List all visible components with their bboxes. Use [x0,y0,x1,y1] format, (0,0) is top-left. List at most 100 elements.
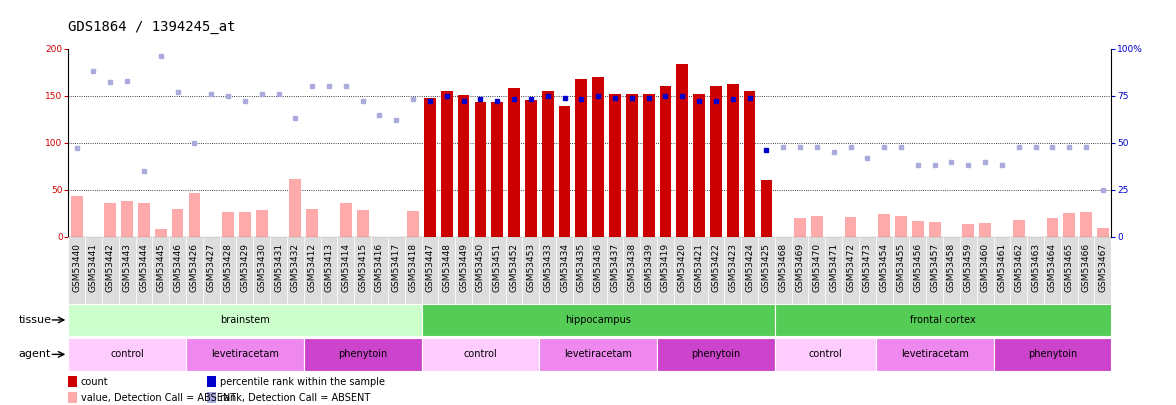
Bar [68,237,85,316]
Text: GSM53440: GSM53440 [72,243,81,292]
Bar [794,218,806,237]
Text: value, Detection Call = ABSENT: value, Detection Call = ABSENT [81,393,236,403]
Text: GSM53412: GSM53412 [308,243,316,292]
Bar [287,237,303,316]
Text: GSM53438: GSM53438 [627,243,636,292]
Text: GSM53426: GSM53426 [189,243,199,292]
Bar [929,222,941,237]
Bar [1047,218,1058,237]
Bar [775,338,876,371]
Bar [508,88,520,237]
Bar [674,237,690,316]
Text: GSM53461: GSM53461 [997,243,1007,292]
Bar [943,237,960,316]
Bar [1061,237,1077,316]
Text: frontal cortex: frontal cortex [910,315,976,325]
Bar [475,102,487,237]
Bar [425,98,436,237]
Bar [607,237,623,316]
Bar [775,304,1111,336]
Bar [844,217,856,237]
Text: GSM53416: GSM53416 [375,243,383,292]
Text: control: control [111,350,143,359]
Text: GSM53465: GSM53465 [1064,243,1074,292]
Bar [105,203,116,237]
Bar [372,237,388,316]
Bar [826,237,842,316]
Bar [791,237,808,316]
Text: GSM53441: GSM53441 [89,243,98,292]
Bar [119,237,135,316]
Bar [559,106,570,237]
Bar [405,237,421,316]
Text: agent: agent [19,350,52,359]
Text: GSM53449: GSM53449 [459,243,468,292]
Bar [858,237,876,316]
Bar [743,91,755,237]
Bar [222,213,234,237]
Bar [1077,237,1095,316]
Bar [68,376,78,387]
Bar [1063,213,1075,237]
Bar [303,338,421,371]
Text: GSM53458: GSM53458 [947,243,956,292]
Text: GSM53467: GSM53467 [1098,243,1108,292]
Bar [421,237,439,316]
Bar [727,84,739,237]
Bar [724,237,741,316]
Text: GSM53469: GSM53469 [796,243,804,292]
Bar [421,338,540,371]
Text: GSM53432: GSM53432 [290,243,300,292]
Text: GSM53456: GSM53456 [914,243,922,292]
Bar [1027,237,1044,316]
Bar [895,216,907,237]
Bar [207,392,216,403]
Bar [575,79,587,237]
Bar [421,304,775,336]
Bar [911,221,923,237]
Bar [455,237,472,316]
Text: GSM53427: GSM53427 [207,243,215,292]
Bar [407,211,419,237]
Bar [1013,220,1024,237]
Bar [186,338,303,371]
Bar [220,237,236,316]
Text: GSM53433: GSM53433 [543,243,553,292]
Bar [256,210,268,237]
Text: GSM53471: GSM53471 [829,243,838,292]
Text: GSM53413: GSM53413 [325,243,334,292]
Bar [68,304,421,336]
Text: GSM53439: GSM53439 [644,243,653,292]
Bar [693,94,704,237]
Text: GSM53457: GSM53457 [930,243,940,292]
Text: GSM53418: GSM53418 [408,243,417,292]
Text: GSM53453: GSM53453 [527,243,535,292]
Bar [761,181,773,237]
Bar [68,392,78,403]
Bar [457,95,469,237]
Bar [506,237,522,316]
Bar [927,237,943,316]
Text: GSM53451: GSM53451 [493,243,502,292]
Text: GSM53422: GSM53422 [711,243,721,292]
Text: GSM53472: GSM53472 [846,243,855,292]
Text: phenytoin: phenytoin [1028,350,1077,359]
Bar [338,237,354,316]
Text: GSM53452: GSM53452 [509,243,519,292]
Bar [542,91,554,237]
Text: GSM53473: GSM53473 [863,243,871,292]
Text: GSM53423: GSM53423 [728,243,737,292]
Text: GSM53435: GSM53435 [577,243,586,292]
Text: GDS1864 / 1394245_at: GDS1864 / 1394245_at [68,20,235,34]
Bar [643,94,655,237]
Bar [239,213,250,237]
Text: GSM53455: GSM53455 [896,243,906,292]
Bar [878,214,890,237]
Bar [1097,228,1109,237]
Bar [876,338,994,371]
Text: GSM53450: GSM53450 [476,243,485,292]
Text: levetiracetam: levetiracetam [211,350,279,359]
Text: GSM53421: GSM53421 [695,243,703,292]
Bar [775,237,791,316]
Text: GSM53462: GSM53462 [1014,243,1023,292]
